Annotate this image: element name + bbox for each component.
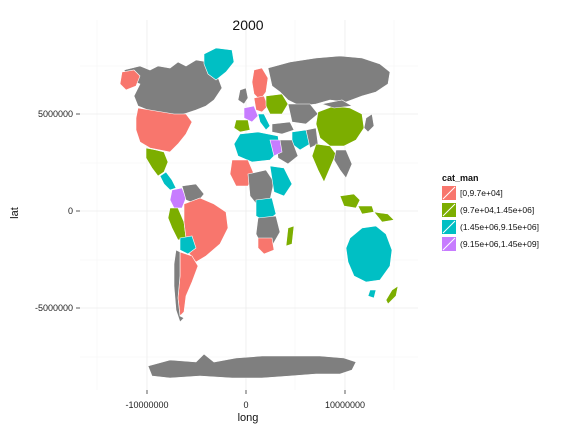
country-mongolia [320, 99, 353, 109]
legend-label: [0,9.7e+04] [460, 188, 503, 198]
map-countries [119, 47, 399, 379]
x-axis: -10000000 0 10000000 long [125, 390, 365, 424]
country-west-africa [229, 159, 255, 187]
country-usa [135, 107, 193, 153]
legend-label: (9.7e+04,1.45e+06] [460, 205, 534, 215]
country-india [311, 143, 337, 183]
country-australia [345, 225, 393, 283]
country-turkey [271, 121, 295, 135]
country-peru [167, 207, 187, 241]
country-japan [363, 113, 375, 133]
country-uk [237, 87, 249, 105]
country-new-guinea [373, 211, 395, 223]
country-tasmania [367, 289, 377, 299]
y-tick-label: -5000000 [35, 303, 73, 313]
legend-label: (1.45e+06,9.15e+06] [460, 222, 539, 232]
legend-entry: (1.45e+06,9.15e+06] [442, 220, 539, 234]
legend-title: cat_man [442, 173, 479, 183]
country-canada [123, 59, 223, 117]
country-greenland [203, 47, 235, 81]
country-mexico [145, 147, 169, 177]
country-spain [233, 119, 251, 133]
legend-entry: [0,9.7e+04] [442, 186, 503, 200]
country-kazakhstan [287, 103, 319, 125]
country-argentina [177, 251, 199, 317]
country-italy [257, 113, 271, 131]
country-russia [267, 55, 391, 107]
country-antarctica [147, 353, 357, 379]
country-central-america [159, 171, 177, 191]
country-germany [253, 95, 269, 113]
country-southeast-asia [333, 149, 353, 179]
y-tick-label: 0 [68, 206, 73, 216]
x-tick-label: 10000000 [325, 400, 365, 410]
country-madagascar [285, 225, 295, 247]
legend: cat_man [0,9.7e+04] (9.7e+04,1.45e+06] (… [442, 173, 539, 251]
x-tick-label: 0 [243, 400, 248, 410]
chart-title: 2000 [232, 17, 263, 33]
legend-entry: (9.7e+04,1.45e+06] [442, 203, 534, 217]
country-china [315, 105, 365, 147]
country-east-africa [269, 165, 293, 197]
country-egypt [269, 139, 283, 157]
country-alaska-west [119, 69, 141, 91]
country-bolivia [179, 235, 197, 255]
y-tick-label: 5000000 [38, 109, 73, 119]
country-saudi-arabia [275, 139, 299, 165]
country-north-africa [233, 131, 281, 163]
legend-label: (9.15e+06,1.45e+09] [460, 239, 539, 249]
country-chile [173, 249, 185, 323]
country-scandinavia [251, 67, 269, 101]
country-south-africa [257, 237, 275, 255]
country-new-zealand [385, 285, 399, 305]
y-axis: 5000000 0 -5000000 lat [9, 109, 80, 313]
country-colombia [169, 187, 187, 209]
x-tick-label: -10000000 [125, 400, 168, 410]
legend-entry: (9.15e+06,1.45e+09] [442, 237, 539, 251]
x-axis-title: long [238, 412, 259, 424]
y-axis-title: lat [9, 207, 21, 219]
country-france [243, 105, 259, 123]
